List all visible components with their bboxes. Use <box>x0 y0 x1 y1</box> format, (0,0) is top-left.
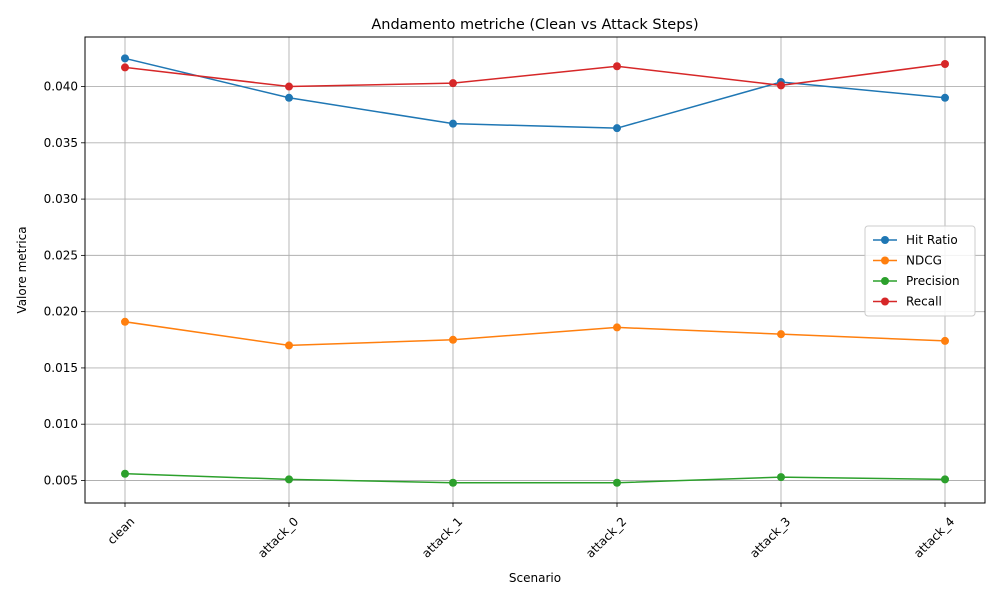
legend-item: Precision <box>873 274 960 288</box>
data-point <box>121 469 129 478</box>
data-point <box>285 82 293 91</box>
data-point <box>285 475 293 484</box>
data-point <box>285 341 293 350</box>
legend-label: NDCG <box>906 254 942 268</box>
data-point <box>449 79 457 88</box>
data-point <box>941 60 949 69</box>
data-point <box>777 330 785 339</box>
y-tick-label: 0.035 <box>44 136 78 150</box>
legend-label: Hit Ratio <box>906 233 958 247</box>
series-line <box>124 57 946 129</box>
data-point <box>941 336 949 345</box>
legend-label: Recall <box>906 295 942 309</box>
series-lines <box>121 54 949 487</box>
y-tick-label: 0.040 <box>44 80 78 94</box>
plot-frame <box>84 36 986 504</box>
legend-marker <box>881 236 889 244</box>
data-point <box>121 317 129 326</box>
legend-item: Hit Ratio <box>873 233 958 247</box>
series-ndcg <box>121 317 949 350</box>
series-line <box>124 321 946 347</box>
data-point <box>449 119 457 128</box>
y-tick-label: 0.005 <box>44 473 78 487</box>
data-point <box>613 478 621 487</box>
y-axis-label: Valore metrica <box>15 226 29 313</box>
x-axis-label: Scenario <box>509 571 561 585</box>
y-tick-label: 0.010 <box>44 417 78 431</box>
series-hit-ratio <box>121 54 949 133</box>
legend-marker <box>881 297 889 306</box>
series-precision <box>121 469 949 487</box>
y-tick-label: 0.015 <box>44 361 78 375</box>
data-point <box>285 93 293 102</box>
series-line <box>124 63 946 88</box>
data-point <box>613 323 621 332</box>
y-tick-label: 0.020 <box>44 305 78 319</box>
data-point <box>613 124 621 133</box>
series-line <box>124 472 946 484</box>
data-point <box>121 63 129 72</box>
data-point <box>449 335 457 344</box>
data-point <box>777 473 785 482</box>
data-point <box>941 93 949 102</box>
chart-title: Andamento metriche (Clean vs Attack Step… <box>371 17 698 33</box>
legend-box <box>864 225 976 317</box>
data-point <box>613 62 621 71</box>
data-point <box>121 54 129 63</box>
data-point <box>449 478 457 487</box>
y-tick-label: 0.030 <box>44 192 78 206</box>
y-tick-label: 0.025 <box>44 248 78 262</box>
data-point <box>941 475 949 484</box>
legend: Hit Ratio NDCG Precision Recall <box>864 225 976 317</box>
series-recall <box>121 60 949 91</box>
legend-marker <box>881 256 889 265</box>
legend-marker <box>881 277 889 285</box>
data-point <box>777 81 785 90</box>
legend-item: Recall <box>873 295 942 309</box>
legend-label: Precision <box>906 274 960 288</box>
legend-item: NDCG <box>873 254 942 268</box>
